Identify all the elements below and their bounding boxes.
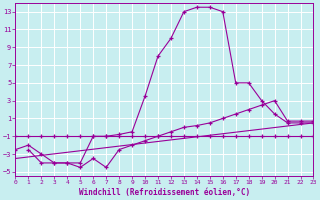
- X-axis label: Windchill (Refroidissement éolien,°C): Windchill (Refroidissement éolien,°C): [79, 188, 250, 197]
